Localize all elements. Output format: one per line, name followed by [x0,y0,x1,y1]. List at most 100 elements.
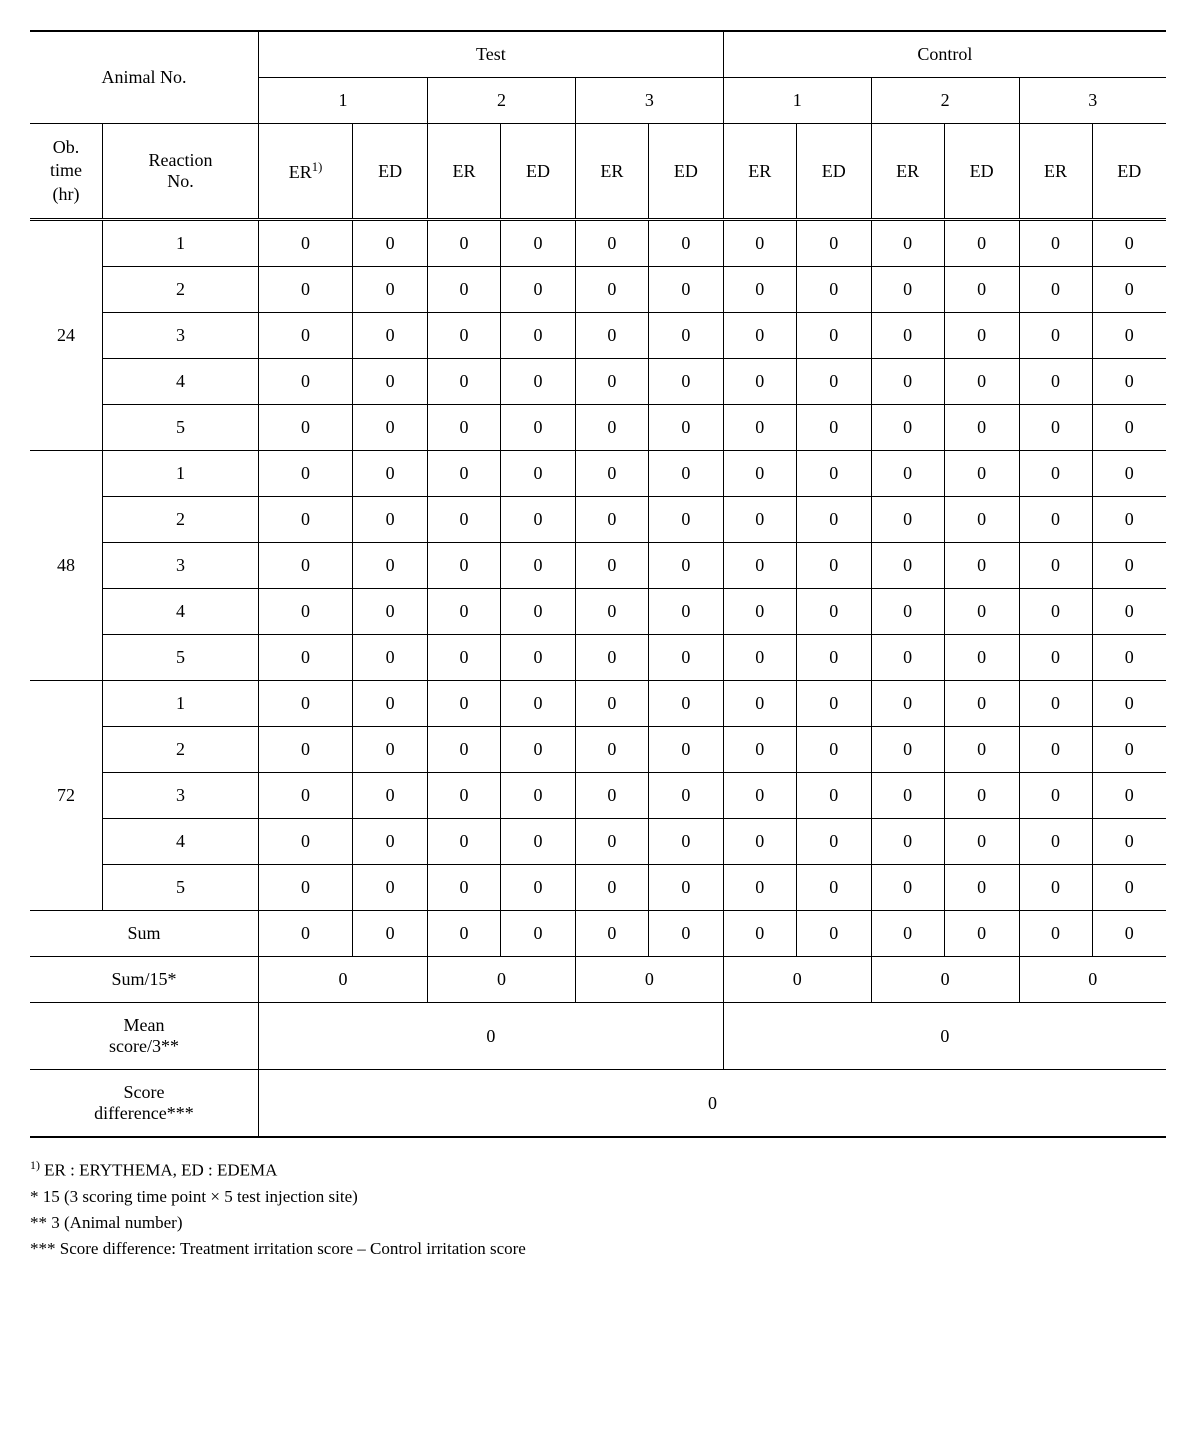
data-cell: 0 [648,359,723,405]
data-cell: 0 [428,359,501,405]
data-cell: 0 [1019,359,1092,405]
reaction-cell: 1 [103,220,259,267]
sum-cell: 0 [796,911,871,957]
header-control-1: 1 [723,78,871,124]
data-cell: 0 [501,451,576,497]
data-cell: 0 [575,451,648,497]
data-cell: 0 [796,497,871,543]
data-cell: 0 [501,819,576,865]
data-cell: 0 [944,359,1019,405]
sum-cell: 0 [944,911,1019,957]
data-cell: 0 [1092,497,1166,543]
data-cell: 0 [428,681,501,727]
data-cell: 0 [1092,727,1166,773]
header-test-2: 2 [428,78,576,124]
sum15-label: Sum/15* [30,957,258,1003]
data-cell: 0 [575,359,648,405]
data-cell: 0 [428,543,501,589]
data-cell: 0 [723,865,796,911]
data-cell: 0 [1019,267,1092,313]
scorediff-cell: 0 [258,1070,1166,1138]
footnotes: 1) ER : ERYTHEMA, ED : EDEMA * 15 (3 sco… [30,1158,1166,1259]
header-er: ER [723,124,796,220]
data-cell: 0 [501,865,576,911]
data-cell: 0 [501,681,576,727]
data-cell: 0 [501,635,576,681]
data-cell: 0 [648,451,723,497]
data-cell: 0 [648,497,723,543]
data-cell: 0 [258,865,352,911]
data-cell: 0 [575,635,648,681]
data-cell: 0 [353,543,428,589]
data-cell: 0 [353,727,428,773]
data-cell: 0 [353,267,428,313]
data-cell: 0 [648,589,723,635]
data-cell: 0 [944,405,1019,451]
data-cell: 0 [796,635,871,681]
header-ob-time: Ob. time (hr) [30,124,103,220]
time-cell: 24 [30,220,103,451]
data-cell: 0 [258,451,352,497]
data-cell: 0 [575,589,648,635]
data-cell: 0 [723,405,796,451]
header-ed: ED [1092,124,1166,220]
data-cell: 0 [428,405,501,451]
data-cell: 0 [1019,727,1092,773]
data-cell: 0 [353,451,428,497]
data-cell: 0 [501,589,576,635]
data-cell: 0 [871,543,944,589]
data-cell: 0 [428,220,501,267]
data-cell: 0 [1092,589,1166,635]
header-er: ER [1019,124,1092,220]
data-cell: 0 [648,220,723,267]
data-cell: 0 [501,313,576,359]
data-cell: 0 [428,451,501,497]
data-cell: 0 [1092,405,1166,451]
data-cell: 0 [944,635,1019,681]
footnote-3: ** 3 (Animal number) [30,1213,1166,1233]
data-cell: 0 [944,773,1019,819]
data-cell: 0 [944,543,1019,589]
data-cell: 0 [1019,543,1092,589]
header-ed: ED [796,124,871,220]
time-cell: 72 [30,681,103,911]
data-cell: 0 [501,727,576,773]
data-cell: 0 [428,589,501,635]
data-cell: 0 [258,405,352,451]
data-cell: 0 [1019,635,1092,681]
data-cell: 0 [353,865,428,911]
data-cell: 0 [258,359,352,405]
data-cell: 0 [428,635,501,681]
data-cell: 0 [258,267,352,313]
reaction-cell: 1 [103,681,259,727]
data-cell: 0 [648,865,723,911]
reaction-cell: 1 [103,451,259,497]
data-cell: 0 [723,267,796,313]
data-cell: 0 [796,451,871,497]
reaction-cell: 5 [103,865,259,911]
header-ed: ED [944,124,1019,220]
sum-cell: 0 [353,911,428,957]
data-cell: 0 [944,220,1019,267]
data-cell: 0 [796,681,871,727]
data-cell: 0 [258,589,352,635]
data-cell: 0 [871,359,944,405]
data-cell: 0 [1019,313,1092,359]
sum15-cell: 0 [871,957,1019,1003]
data-cell: 0 [575,267,648,313]
data-cell: 0 [871,773,944,819]
data-cell: 0 [1092,819,1166,865]
header-animal-no: Animal No. [30,31,258,124]
data-cell: 0 [944,819,1019,865]
data-cell: 0 [871,220,944,267]
data-cell: 0 [723,773,796,819]
data-cell: 0 [428,497,501,543]
data-cell: 0 [944,865,1019,911]
data-cell: 0 [353,220,428,267]
data-cell: 0 [944,727,1019,773]
data-cell: 0 [575,220,648,267]
sum15-cell: 0 [723,957,871,1003]
data-cell: 0 [501,773,576,819]
sum-cell: 0 [648,911,723,957]
data-cell: 0 [1092,773,1166,819]
